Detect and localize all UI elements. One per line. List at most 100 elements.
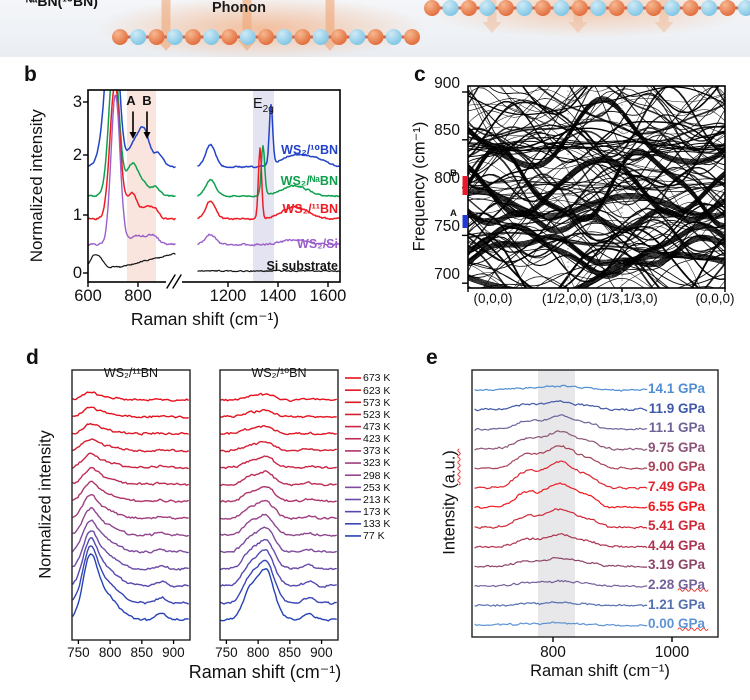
legend-label: 323 K xyxy=(363,457,391,470)
panel-d-chart xyxy=(71,369,361,644)
nitrogen-atom xyxy=(627,0,644,16)
legend-label: 623 K xyxy=(363,384,391,397)
panel-b-ylabel: Normalized intensity xyxy=(27,109,47,263)
pressure-label: 4.44 GPa xyxy=(647,537,705,553)
boron-atom xyxy=(367,29,384,45)
panel-d-ylabel: Normalized intensity xyxy=(36,430,55,579)
plot-frame xyxy=(87,89,341,283)
marker-A xyxy=(462,215,468,228)
panel-letter-b: b xyxy=(24,63,37,86)
panel-d-xtick-right: 750 xyxy=(215,645,238,660)
panel-c-ytick: 900 xyxy=(434,74,460,92)
panel-b-xlabel: Raman shift (cm⁻¹) xyxy=(130,309,280,329)
panel-b-xtick: 800 xyxy=(124,287,152,305)
e2g-sub: 2g xyxy=(262,103,274,115)
atom-chain xyxy=(424,0,750,16)
legend-label: 423 K xyxy=(363,433,391,446)
e2g-main: E xyxy=(253,96,263,112)
panel-d-xtick-left: 750 xyxy=(67,645,90,660)
legend-label: 298 K xyxy=(363,469,391,482)
nitrogen-atom xyxy=(664,0,681,16)
panel-d-xlabel: Raman shift (cm⁻¹) xyxy=(188,662,342,682)
boron-atom xyxy=(424,0,440,16)
panel-b-ytick: 1 xyxy=(72,206,82,224)
nitrogen-atom xyxy=(385,29,402,45)
phonon-arrow-icon xyxy=(654,0,674,33)
legend-label: 373 K xyxy=(363,445,391,458)
pressure-label: 3.19 GPa xyxy=(647,557,705,573)
phonon-marker-b-label: B xyxy=(450,168,457,179)
pressure-label: 1.21 GPa xyxy=(647,596,705,612)
panel-e-xtick: 800 xyxy=(540,644,566,661)
panel-e-xtick: 1000 xyxy=(654,644,690,661)
panel-letter-d: d xyxy=(26,346,39,369)
panel-e-xlabel: Raman shift (cm⁻¹) xyxy=(530,662,670,680)
shaded-band xyxy=(538,370,575,637)
shaded-band-AB xyxy=(127,90,156,282)
boron-atom xyxy=(608,0,625,16)
nitrogen-atom xyxy=(738,0,750,16)
panel-c-xtick: (1/2,0,0) xyxy=(541,291,593,306)
panel-letter-e: e xyxy=(426,346,438,369)
panel-d-title-10bn: WS₂/¹⁰BN xyxy=(251,366,307,380)
panel-d-xtick-right: 800 xyxy=(246,645,270,660)
boron-atom xyxy=(185,29,201,45)
spellcheck-squiggle xyxy=(457,448,461,486)
nitrogen-atom xyxy=(130,29,147,45)
nitrogen-atom xyxy=(553,0,570,16)
temperature-spectra-curves xyxy=(72,391,189,622)
nitrogen-atom xyxy=(312,29,329,45)
nitrogen-atom xyxy=(239,29,256,45)
legend-label: 173 K xyxy=(363,506,391,519)
panel-c-ytick: 700 xyxy=(434,265,460,283)
annotation-arrow-icon xyxy=(143,132,151,139)
plot-frame xyxy=(471,369,719,638)
pressure-spectra-curves xyxy=(474,384,648,627)
panel-e-ylabel: Intensity (a.u.) xyxy=(440,450,459,555)
legend-label: 213 K xyxy=(363,493,391,506)
panel-c-chart xyxy=(462,85,726,292)
panel-b-chart xyxy=(83,89,341,289)
nitrogen-atom xyxy=(442,0,459,16)
boron-atom xyxy=(148,29,165,45)
boron-atom xyxy=(571,0,588,16)
panel-d-xtick-left: 850 xyxy=(130,645,154,660)
spellcheck-squiggle xyxy=(677,588,709,592)
peak-annotation-a: A xyxy=(126,93,136,108)
nitrogen-atom xyxy=(166,29,183,45)
plot-frame xyxy=(219,369,339,641)
e2g-annotation: E2g xyxy=(253,96,274,115)
pressure-label: 9.00 GPa xyxy=(647,459,705,475)
series-label: WS₂/¹¹BN xyxy=(282,202,338,216)
pressure-label: 7.49 GPa xyxy=(647,479,705,494)
series-label: Si substrate xyxy=(266,259,338,273)
pressure-label: 0.00 GPa xyxy=(647,616,705,632)
phonon-label: Phonon xyxy=(212,0,266,16)
pressure-label: 6.55 GPa xyxy=(647,498,705,514)
panel-c-ytick: 800 xyxy=(434,170,460,188)
phonon-illustration-graphic xyxy=(97,0,750,57)
nitrogen-atom xyxy=(276,29,293,45)
panel-a-illustration: ᴺᵃBN(¹⁰BN) Phonon xyxy=(0,0,750,57)
spellcheck-squiggle xyxy=(677,627,709,631)
legend-label: 673 K xyxy=(363,372,391,385)
legend-label: 573 K xyxy=(363,396,391,409)
panel-b-ytick: 0 xyxy=(72,264,82,282)
boron-atom xyxy=(331,29,347,45)
shaded-band-e2g xyxy=(253,90,274,282)
pressure-label: 14.1 GPa xyxy=(647,381,705,396)
pressure-label: 2.28 GPa xyxy=(647,577,705,592)
pressure-label: 11.9 GPa xyxy=(648,400,705,416)
panel-e-chart xyxy=(457,369,719,642)
series-label: WS₂/¹⁰BN xyxy=(281,143,338,157)
panel-b-xtick: 1600 xyxy=(309,287,347,305)
plot-frame xyxy=(71,369,191,641)
nitrogen-atom xyxy=(203,29,220,45)
phonon-marker-a-label: A xyxy=(450,208,457,219)
series-label: WS₂/Si xyxy=(297,237,338,251)
panel-letter-c: c xyxy=(414,63,426,86)
nitrogen-atom xyxy=(349,29,366,45)
panel-d-xtick-left: 900 xyxy=(162,645,185,660)
nitrogen-atom xyxy=(516,0,533,16)
